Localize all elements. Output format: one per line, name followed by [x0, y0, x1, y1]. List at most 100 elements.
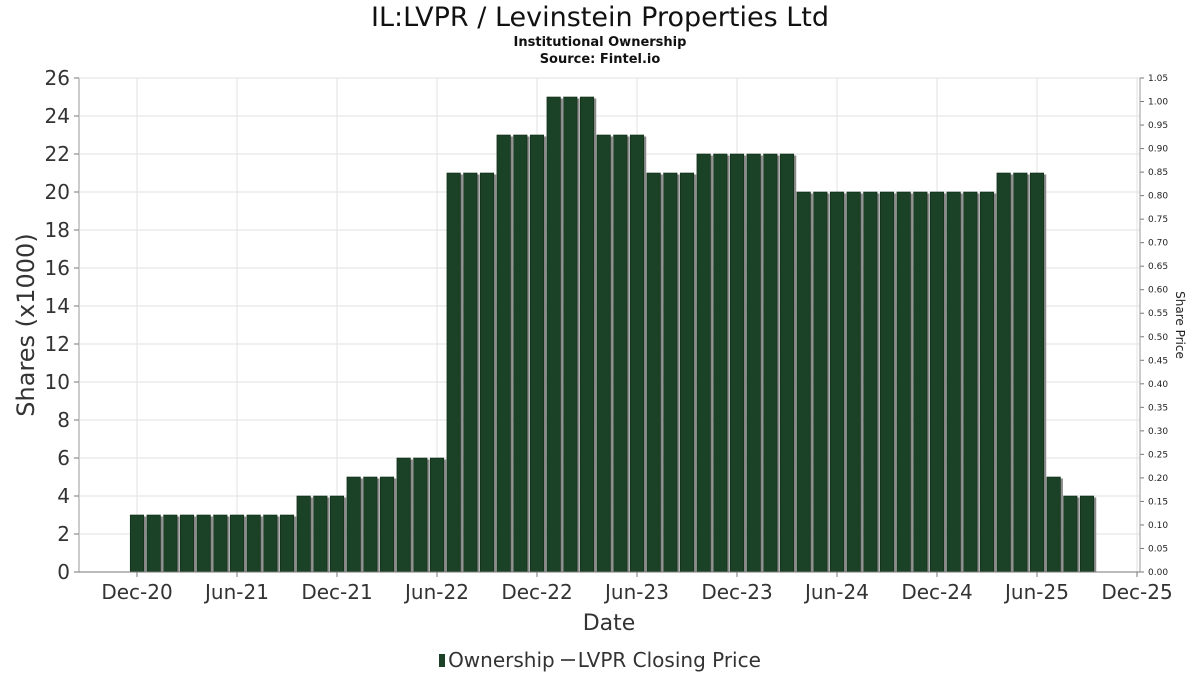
ownership-bar — [913, 191, 928, 573]
ownership-bar — [879, 191, 895, 573]
ownership-bar — [1013, 172, 1028, 573]
y2-tick-label: 0.70 — [1148, 239, 1168, 249]
y2-tick-label: 0.65 — [1148, 262, 1168, 272]
ownership-bar — [213, 514, 228, 573]
y-tick-label: 16 — [45, 256, 70, 280]
ownership-bar — [379, 476, 395, 573]
axes: 024681012141618202224260.000.050.100.150… — [45, 66, 1173, 604]
y-tick-label: 22 — [45, 142, 70, 166]
ownership-bar — [829, 191, 845, 573]
ownership-bar — [679, 172, 695, 573]
y2-tick-label: 0.30 — [1148, 427, 1168, 437]
y-tick-label: 4 — [57, 484, 70, 508]
ownership-bar — [863, 191, 878, 573]
ownership-bar — [613, 134, 628, 573]
ownership-bar — [1063, 495, 1078, 573]
ownership-bar — [713, 153, 728, 573]
y-tick-label: 26 — [45, 66, 70, 90]
x-tick-label: Jun-25 — [1003, 580, 1069, 604]
ownership-bar — [563, 96, 578, 573]
ownership-bar — [463, 172, 478, 573]
legend-price-line — [560, 659, 575, 661]
legend: Ownership LVPR Closing Price — [0, 648, 1200, 672]
ownership-bar — [746, 153, 761, 573]
ownership-bar — [279, 514, 295, 573]
ownership-bar — [979, 191, 995, 573]
ownership-bar — [179, 514, 195, 573]
y2-tick-label: 0.45 — [1148, 356, 1168, 366]
x-tick-label: Dec-25 — [1101, 580, 1172, 604]
y-tick-label: 10 — [45, 370, 70, 394]
ownership-bar — [1029, 172, 1045, 573]
ownership-bar — [129, 514, 145, 573]
ownership-bar — [329, 495, 345, 573]
legend-price-label: LVPR Closing Price — [577, 648, 761, 672]
x-tick-label: Dec-21 — [301, 580, 372, 604]
ownership-bar — [996, 172, 1011, 573]
ownership-bar — [246, 514, 261, 573]
legend-ownership-label: Ownership — [448, 648, 555, 672]
x-tick-label: Jun-24 — [803, 580, 869, 604]
y2-tick-label: 0.25 — [1148, 450, 1168, 460]
ownership-bar — [946, 191, 961, 573]
ownership-bar — [496, 134, 511, 573]
ownership-bar — [429, 457, 445, 573]
ownership-bar — [763, 153, 778, 573]
x-tick-label: Dec-23 — [701, 580, 772, 604]
ownership-bar — [896, 191, 911, 573]
y-axis-label: Shares (x1000) — [12, 233, 40, 416]
ownership-bar — [163, 514, 178, 573]
ownership-bar — [929, 191, 945, 573]
ownership-bar — [1046, 476, 1061, 573]
ownership-bar — [513, 134, 528, 573]
ownership-bar — [646, 172, 661, 573]
y2-tick-label: 1.05 — [1148, 74, 1168, 84]
x-tick-label: Dec-22 — [501, 580, 572, 604]
ownership-bar — [579, 96, 595, 573]
y2-tick-label: 0.40 — [1148, 380, 1168, 390]
x-tick-label: Jun-23 — [603, 580, 669, 604]
y-tick-label: 12 — [45, 332, 70, 356]
ownership-bar — [596, 134, 611, 573]
x-tick-label: Jun-22 — [403, 580, 469, 604]
y2-tick-label: 0.60 — [1148, 286, 1168, 296]
ownership-bar — [663, 172, 678, 573]
y-tick-label: 24 — [45, 104, 70, 128]
y2-tick-label: 0.15 — [1148, 497, 1168, 507]
chart-title: IL:LVPR / Levinstein Properties Ltd — [371, 2, 829, 33]
x-tick-label: Dec-20 — [101, 580, 172, 604]
y2-tick-label: 0.80 — [1148, 192, 1168, 202]
y2-tick-label: 0.55 — [1148, 309, 1168, 319]
ownership-bar — [313, 495, 328, 573]
ownership-bar — [196, 514, 211, 573]
y-tick-label: 20 — [45, 180, 70, 204]
y2-tick-label: 0.50 — [1148, 333, 1168, 343]
ownership-bar — [629, 134, 645, 573]
chart-source: Source: Fintel.io — [539, 52, 661, 67]
y2-tick-label: 0.20 — [1148, 474, 1168, 484]
y2-tick-label: 1.00 — [1148, 98, 1168, 108]
x-tick-label: Jun-21 — [203, 580, 269, 604]
ownership-bar — [796, 191, 811, 573]
y2-axis-label: Share Price — [1173, 291, 1187, 359]
y2-tick-label: 0.95 — [1148, 121, 1168, 131]
legend-ownership-swatch — [439, 654, 446, 667]
chart-subtitle: Institutional Ownership — [513, 35, 687, 50]
y-tick-label: 14 — [45, 294, 70, 318]
ownership-bar — [413, 457, 428, 573]
ownership-bar — [346, 476, 361, 573]
ownership-bar — [963, 191, 978, 573]
y-tick-label: 6 — [57, 446, 70, 470]
y2-tick-label: 0.85 — [1148, 168, 1168, 178]
ownership-bar — [146, 514, 161, 573]
ownership-bar — [1079, 495, 1095, 573]
y-tick-label: 0 — [57, 560, 70, 584]
y2-tick-label: 0.10 — [1148, 521, 1168, 531]
y-tick-label: 2 — [57, 522, 70, 546]
bar-series-ownership — [129, 96, 1097, 573]
ownership-bar — [446, 172, 461, 573]
ownership-bar — [779, 153, 795, 573]
ownership-bar — [729, 153, 745, 573]
y2-tick-label: 0.35 — [1148, 403, 1168, 413]
